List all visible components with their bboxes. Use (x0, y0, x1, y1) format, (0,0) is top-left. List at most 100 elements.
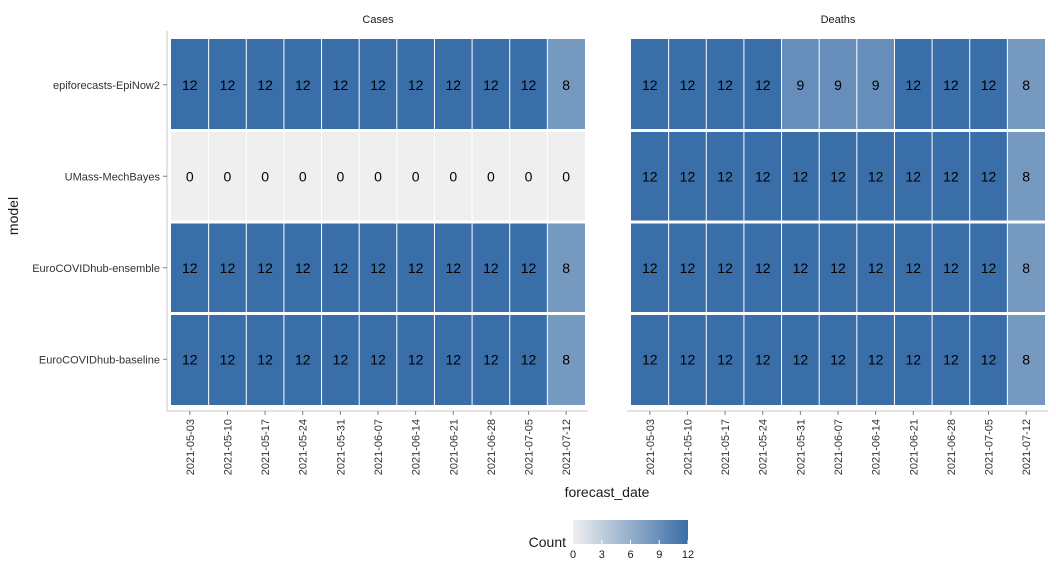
heatmap-cell (856, 222, 895, 314)
x-tick-label: 2021-05-31 (795, 419, 807, 475)
cell-value-label: 12 (717, 260, 733, 276)
cell-value-label: 12 (521, 77, 537, 93)
cell-value-label: 12 (943, 351, 959, 367)
heatmap-cell (894, 39, 933, 131)
cell-value-label: 0 (299, 168, 307, 184)
heatmap-cell (509, 313, 548, 405)
cell-value-label: 0 (336, 168, 344, 184)
cell-value-label: 12 (868, 351, 884, 367)
cell-value-label: 12 (408, 260, 424, 276)
cell-value-label: 12 (295, 351, 311, 367)
legend-tick-label: 6 (627, 549, 633, 561)
cell-value-label: 9 (796, 77, 804, 93)
cell-value-label: 12 (483, 351, 499, 367)
cell-value-label: 8 (562, 77, 570, 93)
heatmap-cell (969, 313, 1008, 405)
cell-value-label: 12 (830, 351, 846, 367)
x-tick-label: 2021-05-31 (335, 419, 347, 475)
heatmap-cell (932, 313, 970, 405)
cell-value-label: 12 (905, 77, 921, 93)
legend-tick-label: 0 (570, 549, 576, 561)
heatmap-cell (743, 39, 782, 131)
cell-value-label: 12 (333, 77, 349, 93)
heatmap-cell (208, 222, 247, 314)
heatmap-cell (359, 313, 397, 405)
heatmap-cell (171, 313, 209, 405)
heatmap-cell (171, 39, 209, 131)
x-tick-label: 2021-07-12 (561, 419, 573, 475)
heatmap-cell (969, 222, 1008, 314)
heatmap-cell (396, 222, 435, 314)
cell-value-label: 8 (1022, 351, 1030, 367)
heatmap-cell (321, 130, 360, 222)
cell-value-label: 12 (521, 260, 537, 276)
cell-value-label: 12 (717, 168, 733, 184)
cell-value-label: 12 (830, 168, 846, 184)
cell-value-label: 12 (521, 351, 537, 367)
heatmap-cell (208, 130, 247, 222)
heatmap-cell (359, 130, 397, 222)
cell-value-label: 12 (943, 168, 959, 184)
cell-value-label: 0 (487, 168, 495, 184)
x-tick-label: 2021-05-24 (298, 419, 310, 475)
cell-value-label: 12 (642, 260, 658, 276)
cell-value-label: 8 (562, 260, 570, 276)
heatmap-cell (396, 313, 435, 405)
heatmap-cell (472, 130, 510, 222)
heatmap-cell (283, 222, 322, 314)
facet-label-deaths: Deaths (821, 14, 856, 26)
legend: Count 0 3 6 9 12 (529, 520, 694, 561)
cell-value-label: 12 (220, 77, 236, 93)
cell-value-label: 12 (905, 351, 921, 367)
cell-value-label: 12 (333, 260, 349, 276)
cell-value-label: 12 (905, 260, 921, 276)
heatmap-cell (434, 222, 473, 314)
x-tick-label: 2021-05-03 (645, 419, 657, 475)
cell-value-label: 12 (642, 77, 658, 93)
heatmap-cell (472, 39, 510, 131)
heatmap-cell (246, 222, 284, 314)
legend-title: Count (529, 534, 566, 550)
heatmap-cell (631, 39, 669, 131)
y-tick-label: EuroCOVIDhub-baseline (39, 354, 160, 366)
heatmap-cell (359, 39, 397, 131)
x-tick-label: 2021-06-14 (871, 419, 883, 475)
heatmap-cell (856, 313, 895, 405)
cell-value-label: 12 (943, 260, 959, 276)
heatmap-cell (781, 130, 820, 222)
cell-value-label: 12 (755, 168, 771, 184)
cell-value-label: 12 (981, 168, 997, 184)
heatmap-cell (1007, 313, 1045, 405)
cell-value-label: 8 (1022, 260, 1030, 276)
heatmap-cell (434, 313, 473, 405)
heatmap-cell (668, 39, 707, 131)
cell-value-label: 12 (182, 260, 198, 276)
facet-panel-cases: 12 12 12 12 12 12 12 12 12 12 8 0 0 0 0 0 0 0 0 0 0 0 12 12 12 12… (171, 39, 585, 405)
cell-value-label: 0 (449, 168, 457, 184)
cell-value-label: 12 (257, 77, 273, 93)
cell-value-label: 12 (333, 351, 349, 367)
heatmap-cell (547, 313, 585, 405)
heatmap-cell (819, 130, 857, 222)
heatmap-cell (706, 222, 744, 314)
cell-value-label: 0 (186, 168, 194, 184)
cell-value-label: 12 (642, 351, 658, 367)
cell-value-label: 12 (182, 351, 198, 367)
cell-value-label: 12 (220, 351, 236, 367)
legend-tick-label: 3 (599, 549, 605, 561)
cell-value-label: 12 (793, 168, 809, 184)
cell-value-label: 12 (445, 351, 461, 367)
heatmap-cell (819, 222, 857, 314)
heatmap-cell (246, 39, 284, 131)
cell-value-label: 0 (525, 168, 533, 184)
facet-panel-deaths: 12 12 12 12 9 9 9 12 12 12 8 12 12 12 12 12 12 12 12 12 12 8 1… (631, 39, 1045, 405)
cell-value-label: 9 (834, 77, 842, 93)
x-tick-label: 2021-06-21 (908, 419, 920, 475)
heatmap-cell (171, 130, 209, 222)
heatmap-cell (631, 130, 669, 222)
cell-value-label: 12 (370, 77, 386, 93)
cell-value-label: 12 (445, 77, 461, 93)
legend-tick-label: 12 (682, 549, 694, 561)
heatmap-cell (856, 130, 895, 222)
heatmap-cell (246, 313, 284, 405)
